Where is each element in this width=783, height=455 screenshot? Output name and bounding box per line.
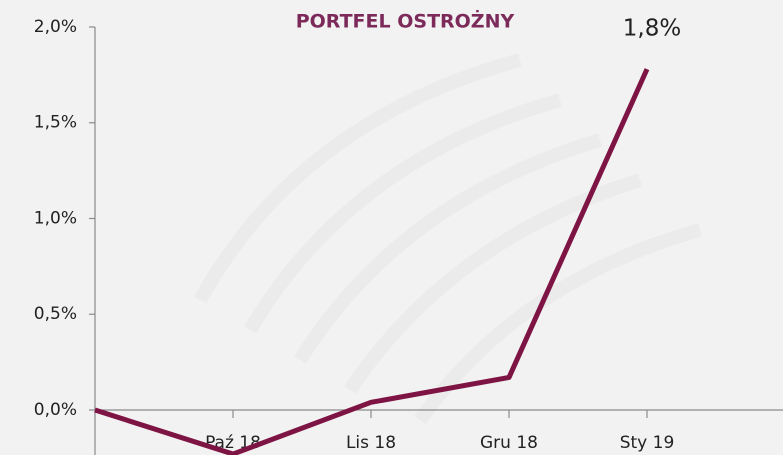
y-tick-label: 0,5% <box>34 304 77 324</box>
y-tick-label: 2,0% <box>34 17 77 37</box>
y-tick-label: 1,5% <box>34 113 77 133</box>
chart-title: PORTFEL OSTROŻNY <box>296 9 515 33</box>
y-tick-label: 0,0% <box>34 400 77 420</box>
page: {"chart_data": {"type": "line", "title":… <box>0 0 783 455</box>
value-label: 1,8% <box>623 16 681 42</box>
background <box>0 0 783 455</box>
x-tick-label: Lis 18 <box>346 433 396 453</box>
chart: PORTFEL OSTROŻNY 0,0%0,5%1,0%1,5%2,0%Paź… <box>0 0 783 455</box>
x-tick-label: Gru 18 <box>480 433 538 453</box>
x-tick-label: Sty 19 <box>620 433 675 453</box>
y-tick-label: 1,0% <box>34 208 77 228</box>
